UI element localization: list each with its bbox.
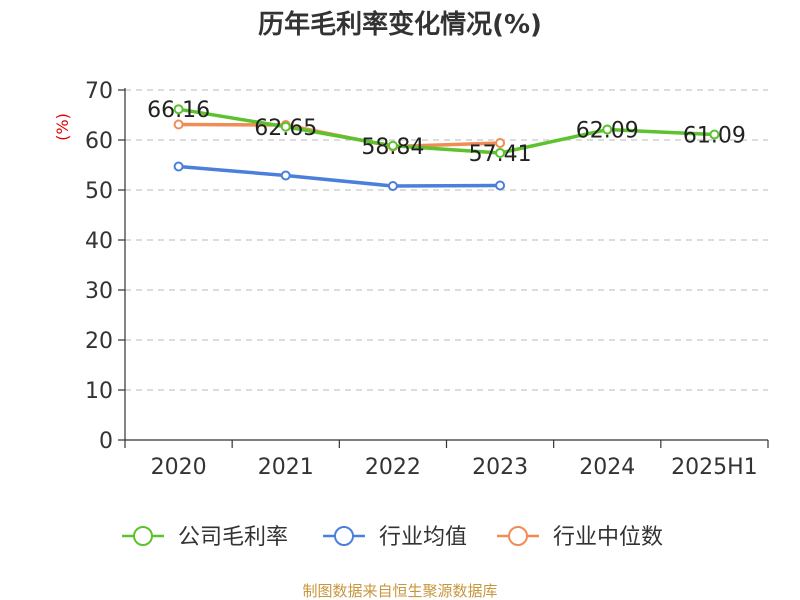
series-line (178, 107, 715, 155)
data-labels: 66.16 62.65 58.84 57.41 62.09 61.09 (147, 98, 746, 167)
legend-marker (508, 526, 528, 546)
data-point (495, 147, 506, 158)
data-point (280, 121, 291, 132)
legend-label: 行业中位数 (553, 525, 663, 550)
data-label: 62.65 (254, 116, 317, 141)
source-note: 制图数据来自恒生聚源数据库 (302, 582, 497, 600)
x-tick-label: 2020 (151, 455, 207, 480)
legend-marker (133, 526, 153, 546)
data-point (709, 129, 720, 140)
y-tick-label: 10 (85, 379, 113, 404)
data-label: 61.09 (683, 124, 746, 149)
grid-lines (125, 89, 768, 391)
y-tick-label: 40 (85, 229, 113, 254)
data-label: 57.41 (469, 142, 532, 167)
data-point (495, 180, 506, 191)
data-point (173, 119, 184, 130)
y-tick-label: 30 (85, 279, 113, 304)
x-tick-label: 2022 (365, 455, 421, 480)
data-label: 58.84 (361, 135, 424, 160)
data-point (173, 104, 184, 115)
legend-label: 行业均值 (379, 525, 467, 550)
series-line (178, 164, 501, 188)
data-point (387, 140, 398, 151)
x-tick-label: 2021 (258, 455, 314, 480)
x-tick-label: 2024 (579, 455, 635, 480)
chart-title: 历年毛利率变化情况(%) (258, 9, 542, 40)
series-group (173, 104, 720, 191)
axes: 0 10 20 30 40 50 60 70 2020 2021 2022 2023 2024 2025H… (85, 79, 769, 480)
legend: 公司毛利率 行业均值 行业中位数 (122, 525, 663, 550)
data-label: 62.09 (576, 119, 639, 144)
data-point (602, 124, 613, 135)
y-axis-unit: (%) (53, 113, 72, 141)
y-tick-label: 70 (85, 79, 113, 104)
legend-label: 公司毛利率 (178, 525, 288, 550)
y-tick-label: 50 (85, 179, 113, 204)
data-point (387, 181, 398, 191)
y-tick-label: 60 (85, 129, 113, 154)
y-tick-label: 20 (85, 329, 113, 354)
x-tick-label: 2025H1 (671, 455, 758, 480)
legend-marker (334, 526, 354, 546)
data-point (280, 170, 291, 181)
data-label: 66.16 (147, 98, 210, 123)
y-tick-label: 0 (99, 429, 113, 454)
x-tick-label: 2023 (472, 455, 528, 480)
data-point (173, 161, 184, 172)
data-point (495, 138, 506, 148)
